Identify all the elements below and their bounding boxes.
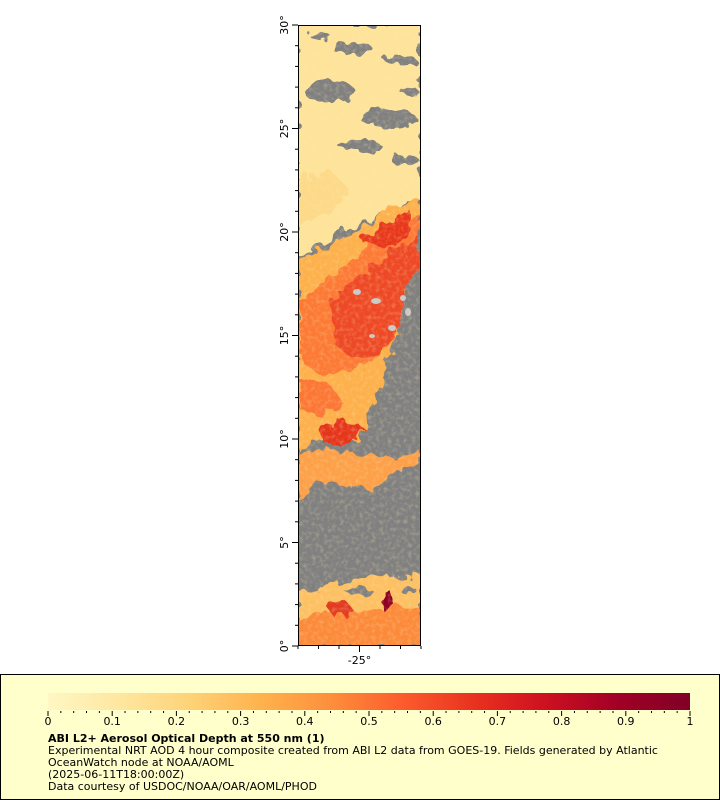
lat-tick-label: 30°	[278, 15, 291, 35]
colorbar-tick-label: 0.9	[617, 715, 635, 728]
lat-tick-label: 25°	[278, 119, 291, 139]
lat-tick-label: 0°	[278, 640, 291, 653]
map-frame	[298, 25, 421, 646]
colorbar-tick-label: 0.3	[232, 715, 250, 728]
colorbar-tick-label: 0	[45, 715, 52, 728]
legend-description: Experimental NRT AOD 4 hour composite cr…	[48, 744, 658, 769]
lon-tick-label: -25°	[348, 654, 371, 667]
lat-tick-label: 15°	[278, 326, 291, 346]
latitude-axis: 0° 5° 10° 15° 20° 25° 30°	[278, 15, 298, 652]
lat-tick-label: 20°	[278, 222, 291, 242]
aod-texture	[298, 25, 421, 646]
lat-tick-label: 5°	[278, 536, 291, 549]
map-figure: 0° 5° 10° 15° 20° 25° 30° -25°	[278, 15, 422, 667]
colorbar-tick-label: 0.4	[296, 715, 314, 728]
colorbar-tick-label: 1	[687, 715, 694, 728]
colorbar-tick-label: 0.2	[168, 715, 186, 728]
colorbar-tick-label: 0.8	[553, 715, 571, 728]
legend-timestamp: (2025-06-11T18:00:00Z)	[48, 768, 185, 781]
colorbar-tick-label: 0.7	[489, 715, 507, 728]
colorbar-tick-label: 0.1	[103, 715, 121, 728]
colorbar-tick-label: 0.6	[424, 715, 442, 728]
colorbar-tick-label: 0.5	[360, 715, 378, 728]
legend-title: ABI L2+ Aerosol Optical Depth at 550 nm …	[48, 732, 325, 745]
colorbar	[48, 693, 690, 710]
lat-tick-label: 10°	[278, 429, 291, 449]
aod-field	[298, 25, 421, 646]
map-svg: 0° 5° 10° 15° 20° 25° 30° -25°	[278, 15, 422, 667]
longitude-axis: -25°	[297, 646, 422, 667]
legend-credit: Data courtesy of USDOC/NOAA/OAR/AOML/PHO…	[48, 780, 317, 793]
legend-panel: 0 0.1 0.2 0.3 0.4 0.5 0.6 0.7 0.8 0.9 1 ABI L2+ Ae…	[0, 674, 720, 800]
colorbar-svg: 0 0.1 0.2 0.3 0.4 0.5 0.6 0.7 0.8 0.9 1	[45, 693, 694, 728]
colorbar-ticks: 0 0.1 0.2 0.3 0.4 0.5 0.6 0.7 0.8 0.9 1	[45, 711, 694, 728]
